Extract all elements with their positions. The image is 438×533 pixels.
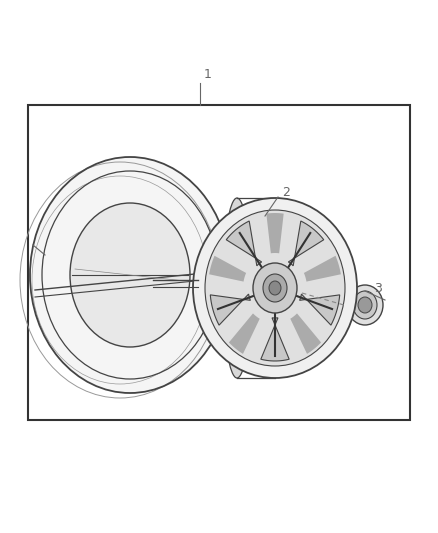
Ellipse shape (269, 281, 281, 295)
Ellipse shape (347, 285, 383, 325)
Polygon shape (266, 213, 284, 253)
Ellipse shape (193, 198, 357, 378)
Bar (28, 105, 410, 420)
Text: 3: 3 (374, 281, 382, 295)
Ellipse shape (30, 157, 230, 393)
Text: 2: 2 (282, 185, 290, 198)
Ellipse shape (70, 203, 190, 347)
Polygon shape (210, 294, 251, 325)
Ellipse shape (353, 291, 377, 319)
Polygon shape (300, 294, 340, 325)
Polygon shape (261, 318, 289, 361)
Polygon shape (229, 313, 260, 354)
Polygon shape (226, 221, 261, 266)
Ellipse shape (253, 263, 297, 313)
Ellipse shape (70, 203, 190, 347)
Polygon shape (290, 313, 321, 354)
Ellipse shape (263, 274, 287, 302)
Text: 1: 1 (204, 69, 212, 82)
Polygon shape (288, 221, 324, 266)
Polygon shape (209, 256, 246, 281)
Polygon shape (304, 256, 341, 281)
Ellipse shape (223, 198, 251, 378)
Ellipse shape (358, 297, 372, 313)
Ellipse shape (205, 210, 345, 366)
